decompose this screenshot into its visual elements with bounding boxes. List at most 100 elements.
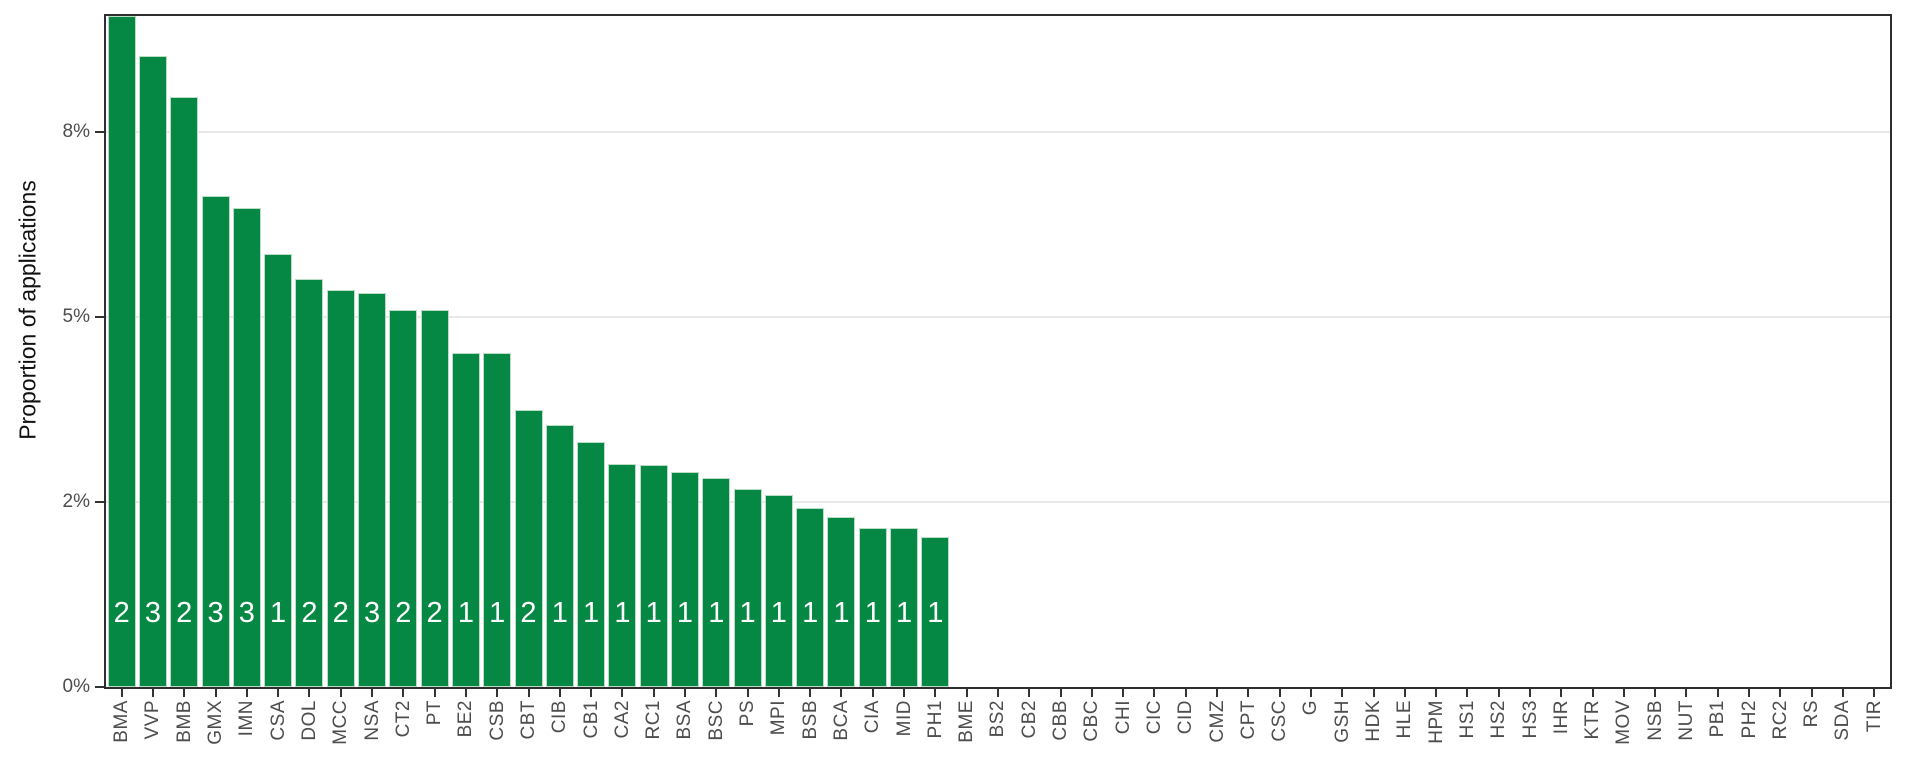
bar-slot xyxy=(1483,16,1514,687)
bar-CT2: 2 xyxy=(389,310,418,687)
bar-count-label: 1 xyxy=(739,597,756,629)
x-tick-mark xyxy=(496,689,499,697)
bar-slot: 1 xyxy=(450,16,481,687)
x-label-slot: CPT xyxy=(1233,700,1264,766)
x-tick-label: BE2 xyxy=(455,700,477,738)
y-gridline xyxy=(106,131,1890,134)
bar-slot xyxy=(1577,16,1608,687)
bar-slot xyxy=(1546,16,1577,687)
bar-slot: 2 xyxy=(169,16,200,687)
x-tick-label: PB1 xyxy=(1707,700,1729,738)
x-tick-mark xyxy=(683,689,686,697)
x-label-slot: MOV xyxy=(1608,700,1639,766)
x-label-slot: CSB xyxy=(482,700,513,766)
bar-slot xyxy=(951,16,982,687)
x-tick-label: MOV xyxy=(1613,700,1635,745)
bar-CSA: 1 xyxy=(264,254,293,687)
x-tick-label: GSH xyxy=(1331,700,1353,743)
bar-MPI: 1 xyxy=(764,495,793,687)
x-tick-slot xyxy=(732,689,763,697)
bar-slot xyxy=(1671,16,1702,687)
x-label-slot: HS3 xyxy=(1514,700,1545,766)
x-tick-label: CID xyxy=(1175,700,1197,735)
x-label-slot: CA2 xyxy=(607,700,638,766)
bar-slot: 1 xyxy=(763,16,794,687)
bar-BSC: 1 xyxy=(702,478,731,687)
x-tick-label: IHR xyxy=(1550,700,1572,735)
x-label-slot: CHI xyxy=(1108,700,1139,766)
x-tick-slot xyxy=(638,689,669,697)
bar-slot xyxy=(1796,16,1827,687)
x-tick-mark xyxy=(1059,689,1062,697)
x-tick-label: NSB xyxy=(1644,700,1666,741)
bar-slot: 1 xyxy=(575,16,606,687)
x-tick-mark xyxy=(840,689,843,697)
x-label-slot: PB1 xyxy=(1702,700,1733,766)
bar-count-label: 1 xyxy=(864,597,881,629)
x-tick-mark xyxy=(652,689,655,697)
x-tick-slot xyxy=(482,689,513,697)
bar-slot xyxy=(1827,16,1858,687)
x-tick-label: PH2 xyxy=(1738,700,1760,739)
bar-count-label: 3 xyxy=(207,597,224,629)
bar-slot: 1 xyxy=(732,16,763,687)
y-tick-mark xyxy=(95,686,104,688)
x-tick-mark xyxy=(464,689,467,697)
y-gridline xyxy=(106,316,1890,319)
x-tick-label: BCA xyxy=(830,700,852,741)
x-tick-label: BMB xyxy=(173,700,195,743)
x-tick-label: CB1 xyxy=(580,700,602,739)
x-tick-mark xyxy=(809,689,812,697)
x-label-slot: CB1 xyxy=(575,700,606,766)
x-tick-mark xyxy=(1841,689,1844,697)
x-tick-slot xyxy=(1671,689,1702,697)
x-tick-label: TIR xyxy=(1863,700,1885,733)
bar-slot: 1 xyxy=(544,16,575,687)
bar-slot: 3 xyxy=(231,16,262,687)
y-tick-label: 5% xyxy=(62,306,90,328)
bar-count-label: 1 xyxy=(833,597,850,629)
x-tick-slot xyxy=(294,689,325,697)
bar-PH1: 1 xyxy=(921,536,950,687)
x-tick-label: IMN xyxy=(236,700,258,737)
bar-slot xyxy=(1295,16,1326,687)
x-label-slot: MPI xyxy=(763,700,794,766)
x-tick-label: NUT xyxy=(1675,700,1697,741)
x-label-slot: CIA xyxy=(857,700,888,766)
x-tick-mark xyxy=(1810,689,1813,697)
bar-count-label: 2 xyxy=(395,597,412,629)
bar-slot: 1 xyxy=(638,16,669,687)
x-tick-slot xyxy=(325,689,356,697)
bar-slot: 1 xyxy=(826,16,857,687)
x-tick-label: PT xyxy=(424,700,446,726)
x-tick-label: HDK xyxy=(1363,700,1385,742)
bar-count-label: 1 xyxy=(551,597,568,629)
x-tick-slot xyxy=(544,689,575,697)
x-tick-mark xyxy=(1247,689,1250,697)
x-tick-mark xyxy=(1779,689,1782,697)
bar-slot xyxy=(1045,16,1076,687)
x-tick-mark xyxy=(277,689,280,697)
x-label-slot: CSC xyxy=(1264,700,1295,766)
y-tick-mark xyxy=(95,316,104,319)
bar-slot xyxy=(1170,16,1201,687)
bar-count-label: 1 xyxy=(895,597,913,629)
x-tick-mark xyxy=(1403,689,1406,697)
x-tick-slot xyxy=(1139,689,1170,697)
bar-count-label: 2 xyxy=(426,597,443,629)
x-tick-slot xyxy=(137,689,168,697)
x-label-slot: PT xyxy=(419,700,450,766)
x-label-slot: CT2 xyxy=(388,700,419,766)
x-tick-mark xyxy=(1873,689,1876,697)
x-tick-mark xyxy=(402,689,405,697)
bar-CA2: 1 xyxy=(608,464,637,687)
x-tick-mark xyxy=(339,689,342,697)
x-tick-label: PS xyxy=(737,700,759,727)
x-tick-slot xyxy=(1327,689,1358,697)
x-tick-slot xyxy=(106,689,137,697)
x-tick-slot xyxy=(982,689,1013,697)
x-tick-label: CMZ xyxy=(1206,700,1228,743)
x-tick-label: G xyxy=(1300,700,1322,716)
bar-PT: 2 xyxy=(420,310,449,687)
